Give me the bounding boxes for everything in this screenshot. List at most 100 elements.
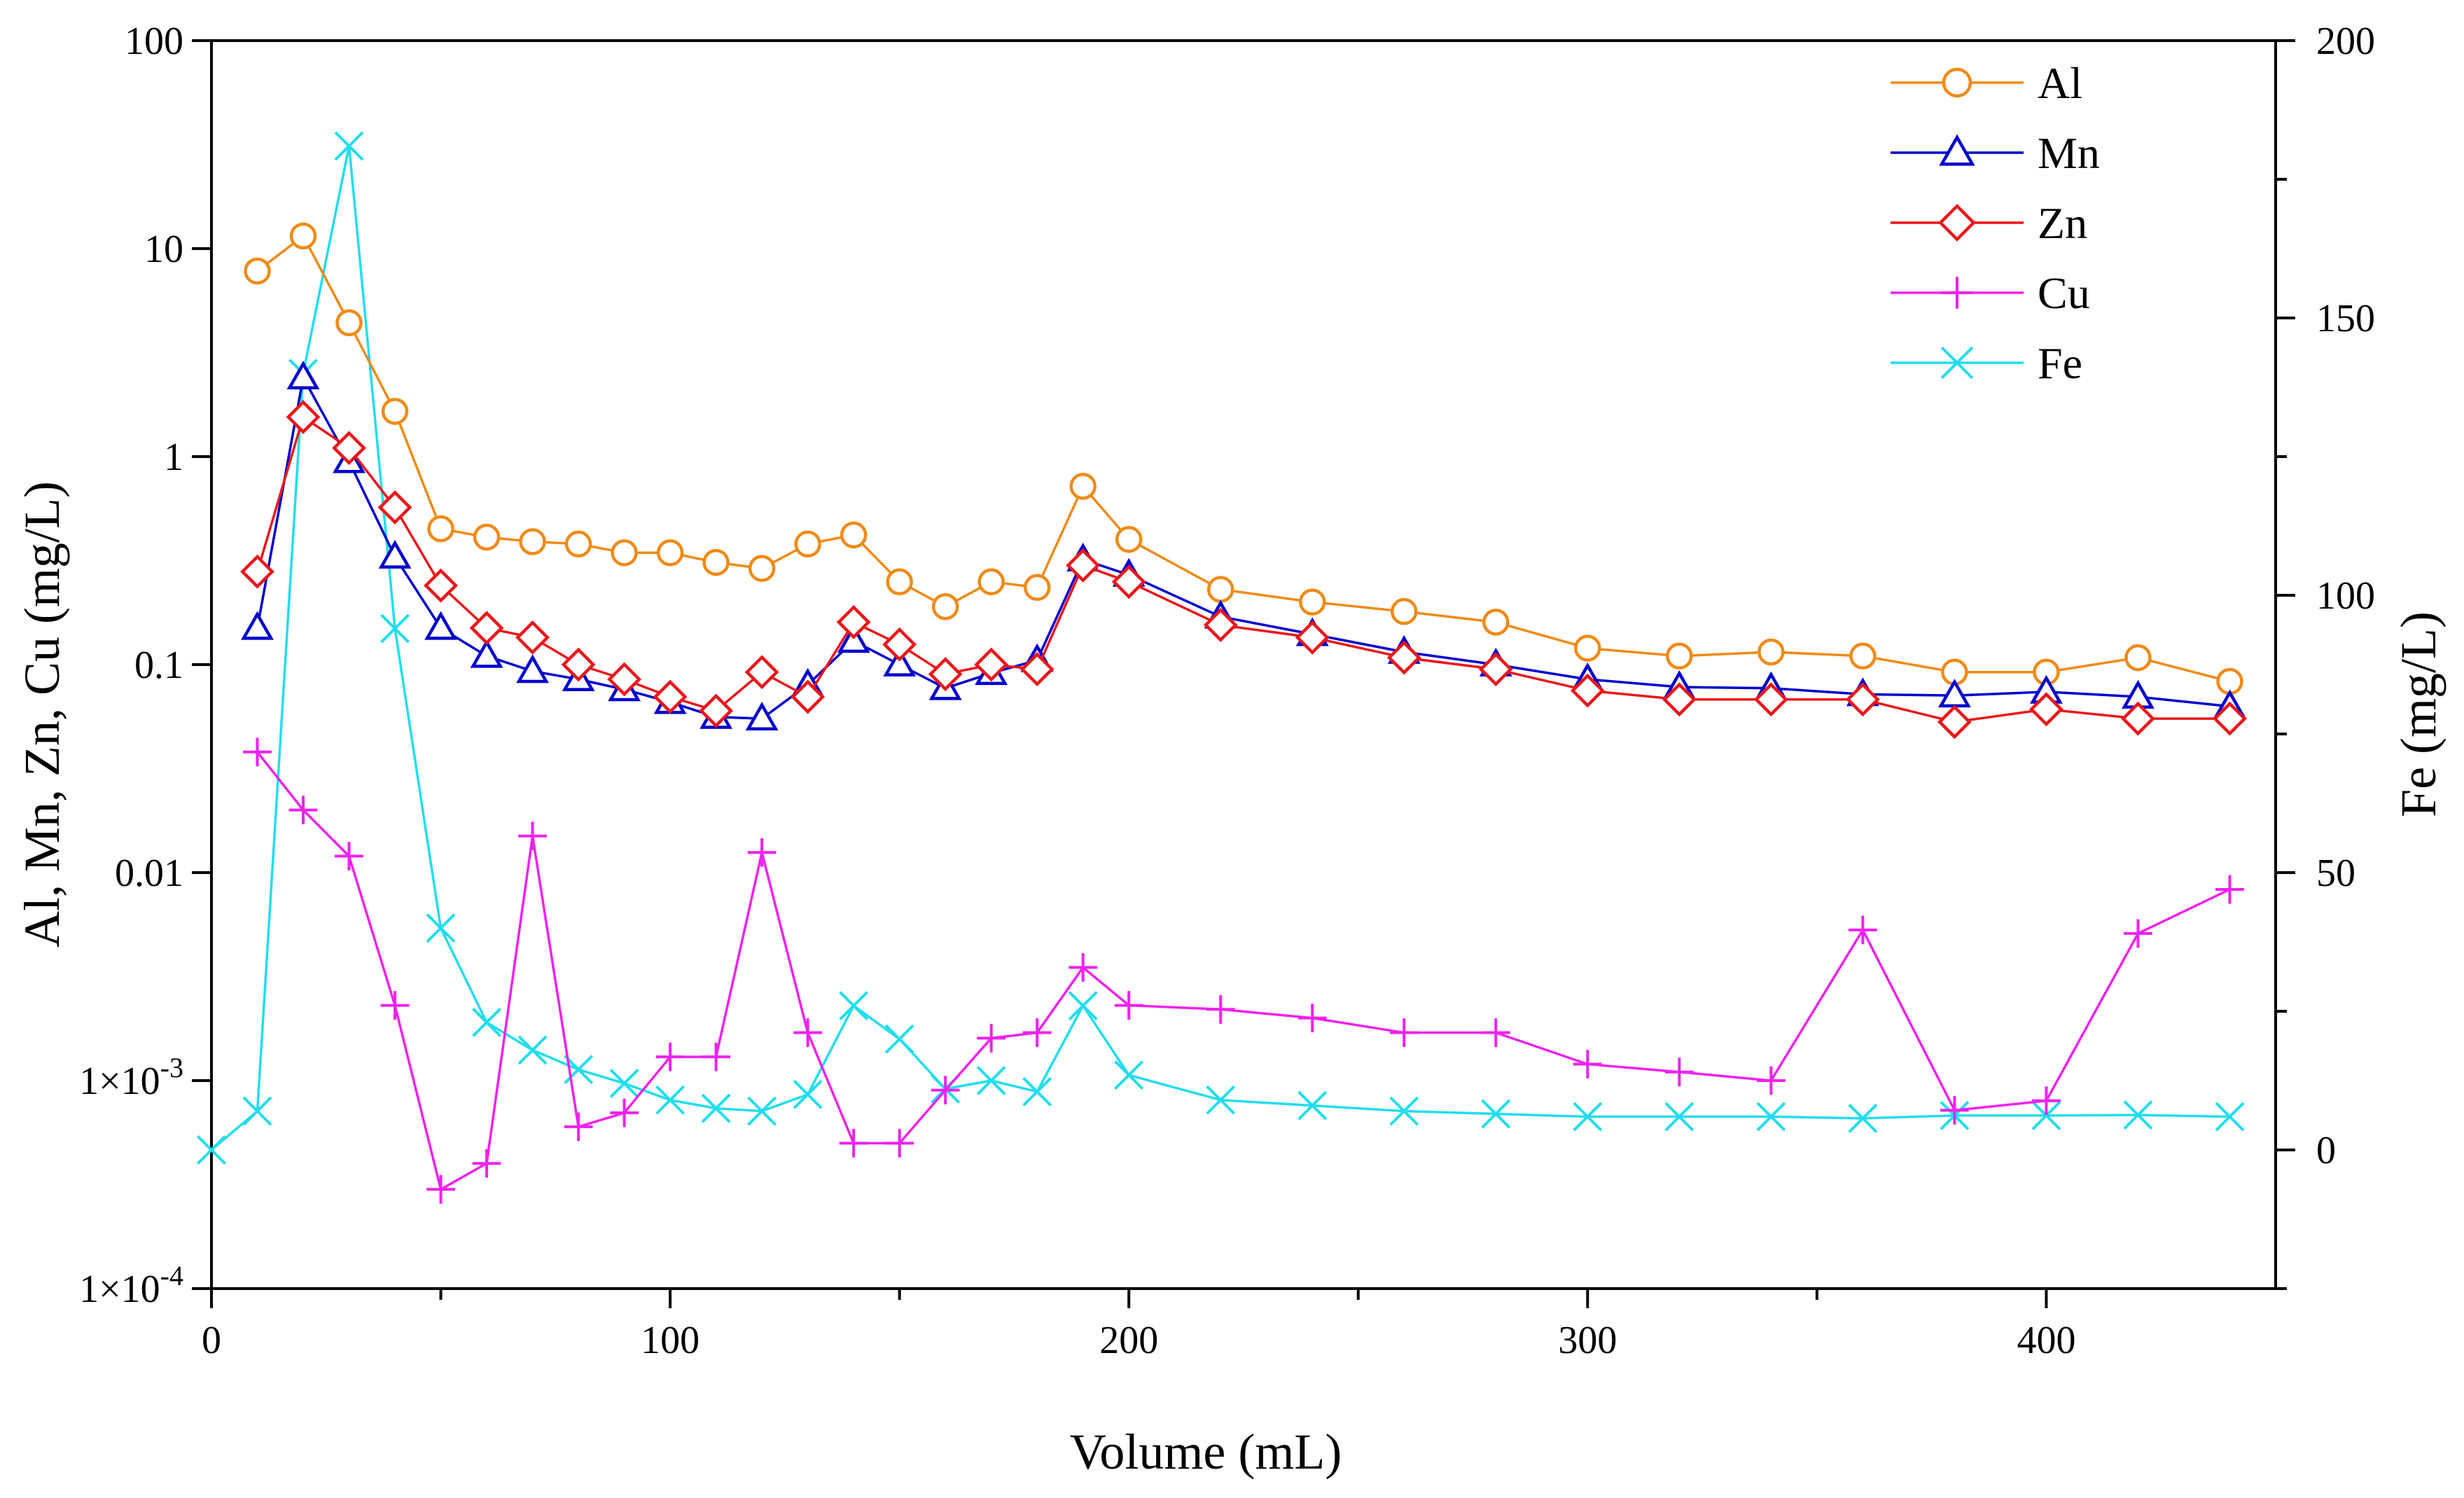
legend-label: Cu [2038,268,2090,318]
data-point-zn [561,647,596,682]
series-line-al [256,235,2230,683]
data-point-cu [288,796,318,824]
data-point-al [656,539,684,567]
data-point-fe [1022,1076,1052,1107]
data-point-mn [241,611,274,640]
data-point-cu [426,1174,455,1204]
legend-item-mn: Mn [1891,128,2100,178]
data-point-fe [1756,1102,1786,1132]
data-point-cu [747,838,777,867]
data-point-fe [655,1085,685,1115]
data-point-fe [793,1079,823,1109]
x-tick-label: 300 [1558,1319,1617,1362]
data-point-cu [1114,991,1143,1020]
data-point-zn [974,647,1009,682]
data-point-zn [1066,548,1101,583]
data-point-zn [424,568,458,603]
data-point-al [2124,644,2152,672]
x-tick-label: 0 [202,1319,221,1362]
data-point-fe [976,1066,1006,1095]
data-point-cu [1206,994,1235,1024]
series-al [244,222,2243,695]
data-point-cu [1297,1004,1327,1032]
data-point-fe [701,1093,731,1123]
data-point-zn [2029,692,2063,727]
data-point-cu [1481,1018,1510,1047]
data-point-fe [747,1096,777,1126]
data-point-zn [2213,701,2247,736]
data-point-al [1849,642,1877,670]
data-point-al [519,528,546,555]
data-point-al [1482,609,1510,636]
data-point-al [840,521,868,549]
data-point-zn [653,679,688,714]
x-tick-label: 100 [641,1319,699,1362]
data-point-al [611,539,638,567]
data-point-cu [2032,1086,2061,1116]
y-tick-label: 10 [144,228,183,271]
data-point-cu [1573,1050,1602,1079]
data-point-fe [1573,1102,1603,1132]
data-point-fe [517,1035,548,1065]
data-point-fe [2031,1100,2061,1130]
data-point-zn [1295,620,1330,655]
legend-marker [1939,134,1975,166]
y-axis-left: 100 10 1 0.1 0.01 1×10-3 1×10-4 [79,20,211,1311]
data-point-al [794,530,821,558]
data-point-al [564,530,592,558]
data-point-cu [793,1018,823,1047]
data-point-zn [377,490,412,525]
data-point-zn [1386,640,1421,675]
data-point-fe [1848,1103,1878,1133]
data-point-zn [791,679,826,714]
data-point-al [702,548,730,576]
data-point-cu [518,821,547,851]
data-point-zn [2121,701,2155,736]
data-point-fe [472,1007,502,1037]
data-point-mn [424,611,457,640]
data-point-cu [977,1023,1006,1053]
y-tick-label: 1×10-3 [79,1052,183,1103]
data-point-al [1023,574,1051,602]
data-point-fe [564,1055,594,1085]
data-point-al [335,309,363,337]
data-point-zn [1662,682,1697,717]
data-point-al [748,555,776,582]
data-point-zn [607,662,642,697]
data-point-al [473,523,501,551]
data-point-al [1757,638,1785,666]
data-point-zn [240,554,274,589]
data-point-fe [1481,1099,1511,1129]
series-zn [240,400,2247,740]
data-point-cu [885,1129,914,1158]
data-point-al [1574,634,1601,662]
data-point-zn [836,604,871,639]
data-point-zn [1570,673,1605,708]
data-point-zn [1203,608,1238,642]
x-axis-title: Volume (mL) [1070,1424,1342,1480]
data-point-fe [1206,1085,1236,1115]
legend-marker [1938,204,1976,242]
y2-tick-label: 50 [2316,852,2355,895]
y2-tick-label: 150 [2316,297,2375,340]
data-point-cu [380,991,410,1020]
data-point-cu [1389,1018,1419,1047]
data-point-cu [472,1149,501,1178]
legend-item-zn: Zn [1891,198,2087,248]
data-point-mn [883,647,917,677]
data-point-cu [610,1098,639,1128]
data-point-fe [334,131,364,161]
data-point-fe [1114,1060,1144,1090]
y2-tick-label: 200 [2316,20,2375,63]
data-point-zn [1019,652,1054,687]
data-point-al [289,222,317,250]
data-point-cu [839,1129,868,1158]
data-point-zn [1937,705,1972,740]
legend-label: Fe [2038,338,2082,388]
data-point-fe [609,1068,639,1098]
data-point-zn [515,620,550,655]
data-point-zn [332,431,366,466]
data-point-al [244,257,271,285]
legend-item-fe: Fe [1891,338,2082,388]
